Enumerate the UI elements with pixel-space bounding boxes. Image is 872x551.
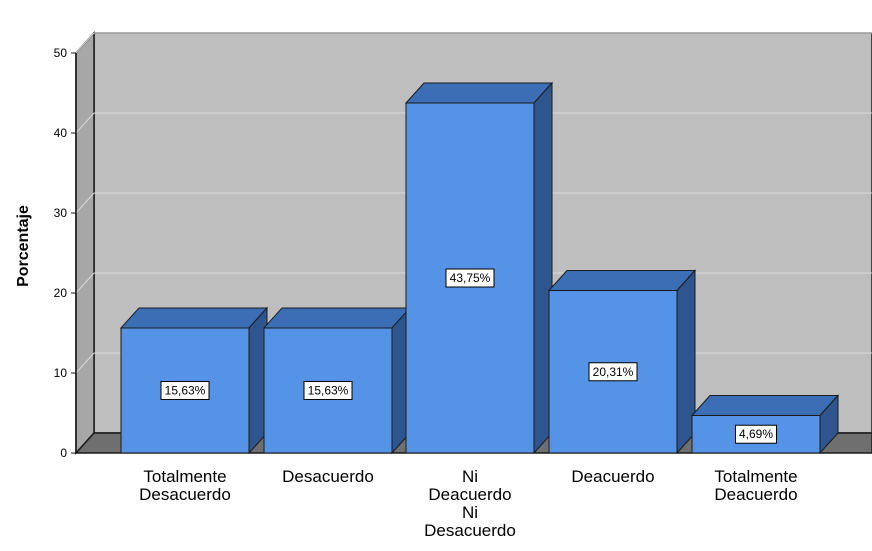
y-tick-label: 40: [54, 126, 68, 140]
bar-top: [119, 307, 269, 329]
bar-top: [547, 270, 697, 292]
y-tick-label: 20: [54, 286, 68, 300]
y-tick-label: 0: [60, 446, 67, 460]
y-tick-label: 30: [54, 206, 68, 220]
bar: 15,63%: [119, 306, 269, 455]
y-axis-label: Porcentaje: [15, 205, 32, 287]
side-wall: [75, 31, 95, 455]
bar-top: [690, 394, 840, 416]
x-tick-label: Totalmente Desacuerdo: [139, 467, 231, 504]
bar: 4,69%: [690, 394, 840, 455]
x-tick-label: Ni Deacuerdo Ni Desacuerdo: [424, 467, 516, 540]
data-label: 4,69%: [739, 427, 773, 441]
data-label: 20,31%: [593, 365, 634, 379]
gridline: [75, 192, 95, 214]
x-tick-label-line: Totalmente: [143, 467, 226, 486]
x-tick-label-line: Totalmente: [714, 467, 797, 486]
y-axis: 0 10 20 30 40 50: [54, 46, 77, 460]
x-tick-label: Totalmente Deacuerdo: [714, 467, 797, 504]
x-tick-label-line: Deacuerdo: [428, 485, 511, 504]
x-tick-label-line: Deacuerdo: [714, 485, 797, 504]
gridline: [75, 32, 95, 54]
bar-top: [404, 82, 554, 104]
x-tick-label-line: Deacuerdo: [571, 467, 654, 486]
data-label-box: [588, 362, 638, 382]
data-label-box: [160, 380, 210, 400]
y-tick-label: 50: [54, 46, 68, 60]
data-label: 15,63%: [165, 383, 206, 397]
x-tick-label-line: Desacuerdo: [282, 467, 374, 486]
x-tick-label-line: Desacuerdo: [424, 521, 516, 540]
bar: 43,75%: [404, 81, 554, 455]
data-label-box: [735, 424, 777, 444]
x-tick-label-line: Ni: [462, 503, 478, 522]
x-tick-label: Desacuerdo: [282, 467, 374, 486]
x-tick-label-line: Ni: [462, 467, 478, 486]
x-tick-label: Deacuerdo: [571, 467, 654, 486]
data-label-box: [445, 268, 495, 288]
gridline: [75, 112, 95, 134]
data-label-box: [303, 380, 353, 400]
bar-top: [262, 307, 412, 329]
gridline: [75, 352, 95, 374]
bars: 15,63% 15,63% 43,75% 20,31% 4,69%: [119, 81, 840, 455]
y-tick-label: 10: [54, 366, 68, 380]
bar-side: [819, 394, 839, 455]
data-label: 43,75%: [450, 271, 491, 285]
x-tick-label-line: Desacuerdo: [139, 485, 231, 504]
bar: 20,31%: [547, 269, 697, 455]
data-label: 15,63%: [308, 383, 349, 397]
gridline: [75, 272, 95, 294]
bar: 15,63%: [262, 306, 412, 455]
